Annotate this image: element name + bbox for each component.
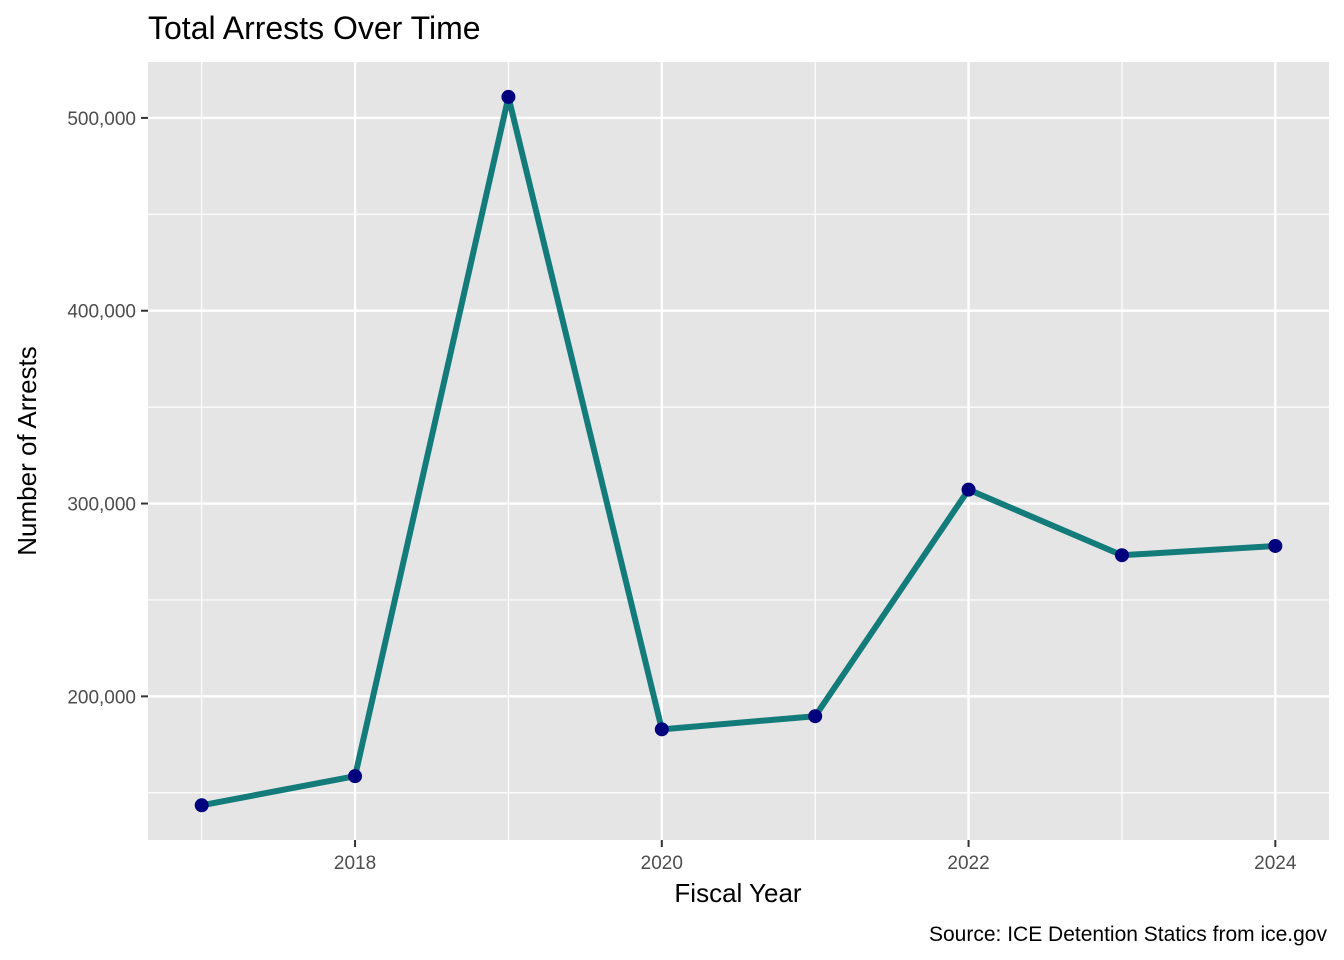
y-tick-label: 200,000	[67, 687, 136, 708]
y-axis-tick-labels: 200,000 300,000 400,000 500,000	[67, 109, 136, 708]
chart-title: Total Arrests Over Time	[148, 10, 481, 46]
series-line-segment	[1118, 542, 1279, 559]
series-line-segment	[505, 93, 665, 733]
series-line-segment	[965, 486, 1125, 559]
data-point	[348, 769, 363, 784]
data-point	[808, 709, 823, 724]
series-points	[194, 89, 1283, 813]
data-point	[961, 482, 976, 497]
major-gridlines	[148, 62, 1329, 840]
data-point	[1114, 548, 1129, 563]
series-line-segment	[198, 773, 359, 809]
x-tick-label: 2020	[641, 853, 683, 874]
data-point	[501, 89, 516, 104]
series-line-segment	[812, 486, 972, 720]
chart-caption: Source: ICE Detention Statics from ice.g…	[929, 923, 1328, 946]
y-tick-label: 400,000	[67, 302, 136, 323]
series-line-segment	[658, 713, 819, 733]
x-tick-label: 2022	[947, 853, 989, 874]
series-line-segment	[352, 93, 512, 780]
data-point	[654, 722, 669, 737]
y-tick-label: 300,000	[67, 495, 136, 516]
data-point	[194, 798, 209, 813]
axis-ticks	[141, 116, 1277, 847]
plot-panel	[148, 62, 1329, 840]
y-axis-title: Number of Arrests	[12, 346, 42, 556]
y-tick-label: 500,000	[67, 109, 136, 130]
x-tick-label: 2024	[1254, 853, 1297, 874]
x-axis-title: Fiscal Year	[674, 878, 802, 908]
series-lines	[198, 93, 1279, 809]
x-axis-tick-labels: 2018 2020 2022 2024	[334, 853, 1297, 874]
data-point	[1268, 538, 1283, 553]
x-tick-label: 2018	[334, 853, 376, 874]
